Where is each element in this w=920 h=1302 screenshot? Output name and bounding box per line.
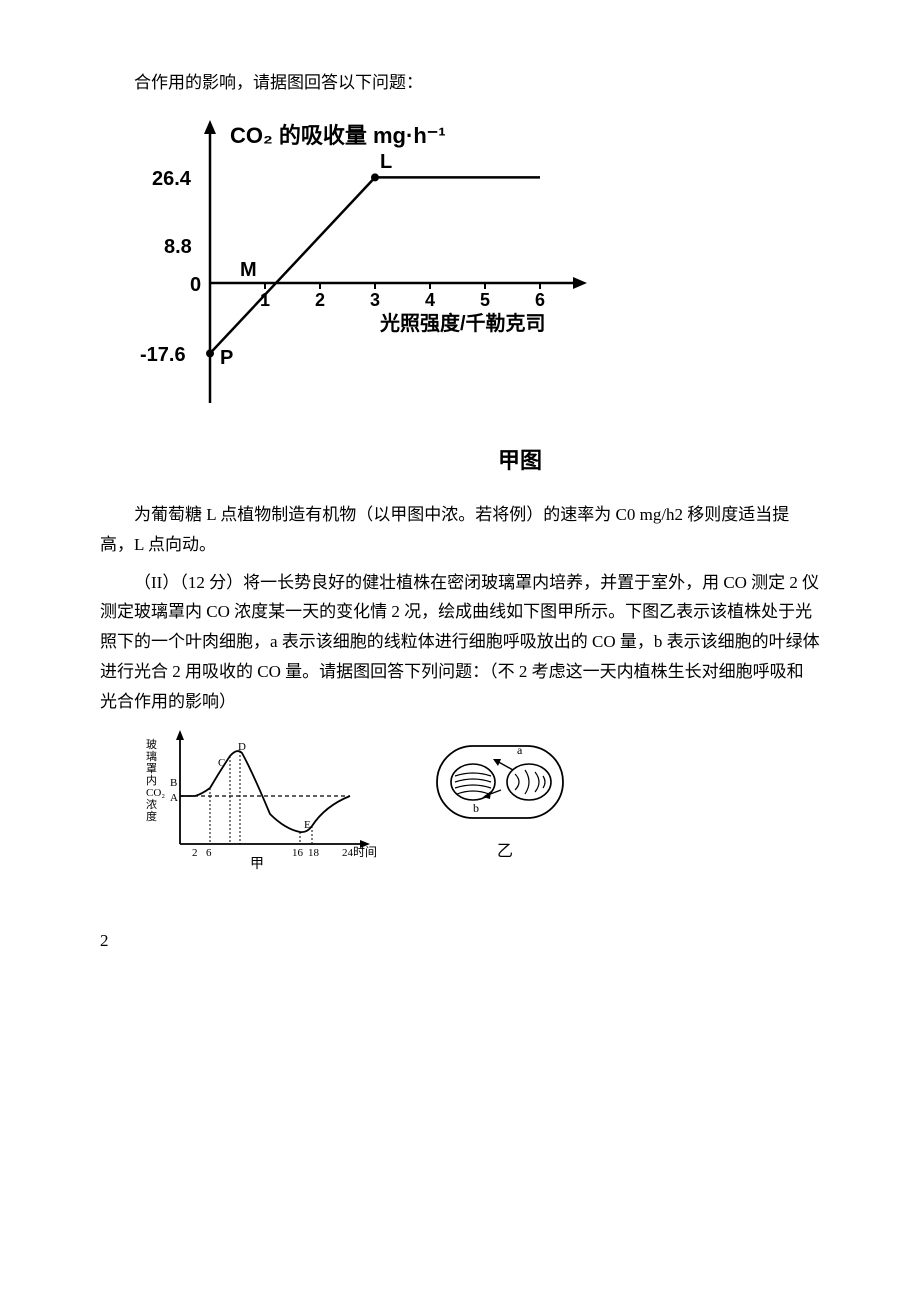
ytick-0: 0 bbox=[190, 274, 201, 296]
arrow-a: a bbox=[517, 743, 523, 757]
chart-jia-wrap: CO₂ 的吸收量 mg·h⁻¹ 26.4 8.8 0 -17.6 1 bbox=[100, 108, 820, 480]
point-L-dot bbox=[371, 173, 379, 181]
xtick3: 3 bbox=[370, 290, 380, 310]
x-axis-title: 光照强度/千勒克司 bbox=[379, 311, 546, 335]
t4: 18 bbox=[308, 847, 320, 859]
mark-A: A bbox=[170, 792, 178, 804]
svg-text:罩: 罩 bbox=[146, 762, 157, 775]
page: 合作用的影响，请据图回答以下问题： CO₂ 的吸收量 mg·h⁻¹ 26.4 8… bbox=[0, 0, 920, 1016]
small-jia-label: 甲 bbox=[250, 857, 264, 872]
svg-text:CO₂: CO₂ bbox=[146, 787, 165, 799]
mark-D: D bbox=[238, 741, 246, 753]
svg-text:内: 内 bbox=[146, 773, 157, 787]
ytick-26-4: 26.4 bbox=[152, 168, 192, 190]
svg-text:浓: 浓 bbox=[146, 798, 157, 811]
page-number: 2 bbox=[100, 926, 820, 956]
mark-C: C bbox=[218, 757, 225, 769]
chart-jia-label: 甲图 bbox=[220, 442, 820, 481]
point-P-dot bbox=[206, 349, 214, 357]
ytick-neg17-6: -17.6 bbox=[140, 344, 186, 366]
t5: 24 bbox=[342, 847, 354, 859]
xtick2: 2 bbox=[315, 290, 325, 310]
t1: 2 bbox=[192, 847, 198, 859]
xtick6: 6 bbox=[535, 290, 545, 310]
point-L: L bbox=[380, 151, 392, 173]
point-M: M bbox=[240, 259, 257, 281]
mark-E: E bbox=[304, 819, 311, 831]
xtick5: 5 bbox=[480, 290, 490, 310]
point-P: P bbox=[220, 347, 233, 369]
chart-jia-svg: CO₂ 的吸收量 mg·h⁻¹ 26.4 8.8 0 -17.6 1 bbox=[100, 108, 600, 428]
mark-B: B bbox=[170, 777, 177, 789]
svg-text:度: 度 bbox=[146, 809, 157, 823]
t3: 16 bbox=[292, 847, 304, 859]
line-top: 合作用的影响，请据图回答以下问题： bbox=[100, 68, 820, 98]
ytick-8-8: 8.8 bbox=[164, 236, 192, 258]
t2: 6 bbox=[206, 847, 212, 859]
cell-yi-svg: a b 乙 bbox=[425, 726, 585, 876]
arrow-b: b bbox=[473, 801, 479, 815]
figs-row: 玻 璃 罩 内 CO₂ 浓 度 A B C D E 2 6 bbox=[140, 726, 820, 876]
x-label-time: 时间 bbox=[353, 845, 377, 859]
xtick4: 4 bbox=[425, 290, 435, 310]
cell-yi-label: 乙 bbox=[497, 843, 513, 860]
chart-bg bbox=[100, 108, 600, 428]
svg-text:璃: 璃 bbox=[146, 749, 157, 763]
para1: 为葡萄糖 L 点植物制造有机物（以甲图中浓。若将例）的速率为 C0 mg/h2 … bbox=[100, 500, 820, 560]
small-jia-svg: 玻 璃 罩 内 CO₂ 浓 度 A B C D E 2 6 bbox=[140, 726, 385, 876]
svg-text:玻: 玻 bbox=[146, 738, 157, 751]
y-axis-title: CO₂ 的吸收量 mg·h⁻¹ bbox=[230, 123, 446, 148]
para2: （II）（12 分）将一长势良好的健壮植株在密闭玻璃罩内培养，并置于室外，用 C… bbox=[100, 568, 820, 717]
